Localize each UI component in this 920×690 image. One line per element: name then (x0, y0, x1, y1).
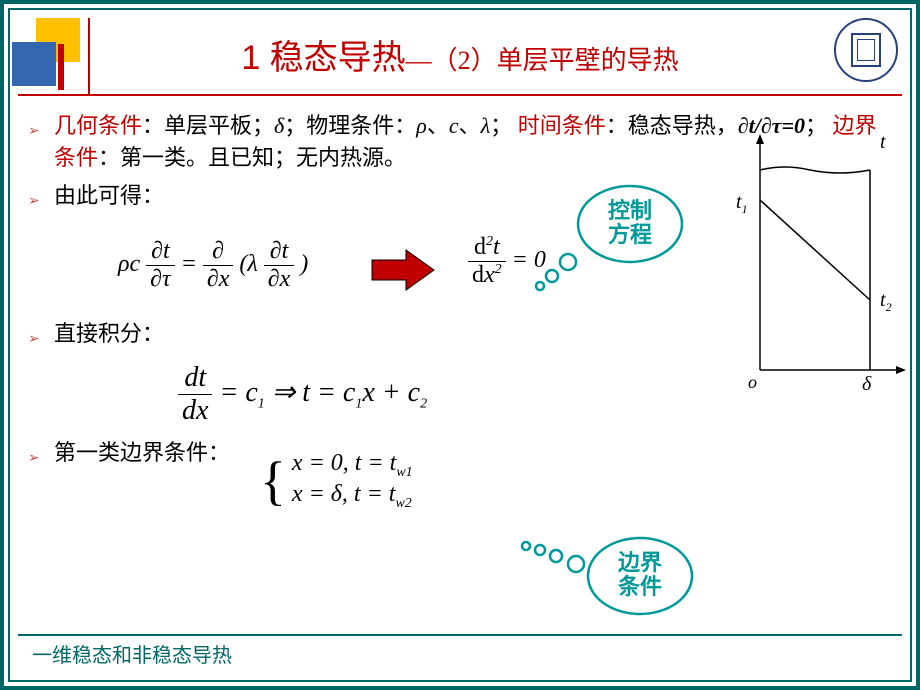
svg-text:控制: 控制 (608, 198, 652, 223)
svg-text:条件: 条件 (617, 574, 662, 599)
title-main: 1 稳态导热 (241, 39, 405, 77)
svg-text:t1: t1 (736, 191, 748, 216)
equation-boundary: { x = 0, t = tw1 x = δ, t = tw2 (260, 450, 413, 512)
footer-divider (18, 634, 902, 636)
svg-text:边界: 边界 (617, 550, 662, 575)
bullet-icon: ➢ (28, 180, 54, 218)
university-logo (834, 18, 898, 82)
svg-text:t: t (880, 131, 886, 153)
bullet-icon: ➢ (28, 437, 54, 475)
arrow-icon (368, 248, 438, 297)
title-sub: （2）单层平壁的导热 (432, 46, 679, 75)
bubble-boundary-cond: 边界 条件 (480, 520, 700, 630)
svg-text:δ: δ (862, 373, 872, 395)
title-divider-v (88, 18, 90, 96)
footer-text: 一维稳态和非稳态导热 (32, 639, 232, 668)
title-dash: — (406, 46, 432, 75)
bubble-control-eq: 控制 方程 (530, 180, 690, 300)
svg-text:t2: t2 (880, 289, 892, 314)
svg-text:方程: 方程 (608, 222, 652, 247)
equation-pde: ρc ∂t∂τ = ∂∂x (λ ∂t∂x ) (118, 238, 308, 293)
slide-title: 1 稳态导热—（2）单层平壁的导热 (100, 30, 820, 79)
bullet-icon: ➢ (28, 318, 54, 356)
temperature-diagram: t t1 t2 o δ (730, 130, 910, 400)
bullet-icon: ➢ (28, 110, 54, 174)
title-divider-h (18, 94, 902, 96)
bullet-4: ➢ 第一类边界条件： (28, 437, 892, 475)
bullet-text: 第一类边界条件： (54, 437, 892, 475)
svg-text:o: o (748, 372, 757, 392)
